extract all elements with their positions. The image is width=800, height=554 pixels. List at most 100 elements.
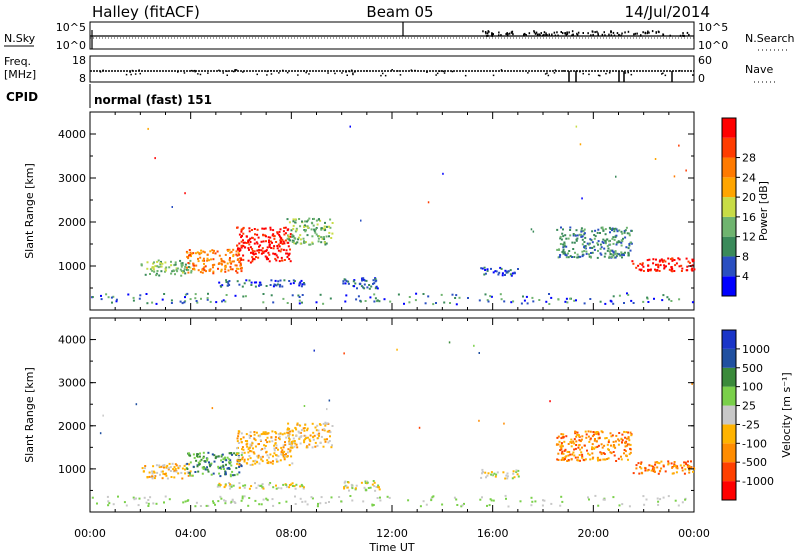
time-tick-label: 16:00 [477, 527, 509, 540]
cpid-label: CPID [6, 90, 38, 104]
nave-label: Nave [745, 63, 773, 76]
time-tick-label: 08:00 [275, 527, 307, 540]
colorbar-swatch [722, 256, 736, 277]
freq-label-top: Freq. [4, 55, 31, 68]
colorbar-tick-label: 100 [742, 381, 763, 394]
power-data-layer [91, 125, 696, 306]
freq-label-bottom: [MHz] [4, 68, 36, 81]
velocity-y-ticks: 1000 2000 3000 4000 [58, 334, 694, 491]
power-colorbar: 4 8 12 16 20 24 28 [721, 117, 756, 297]
freq-specks [99, 69, 694, 77]
colorbar-tick-label: 16 [742, 211, 756, 224]
colorbar-tick-label: -100 [742, 437, 767, 450]
y-tick-label: 1000 [58, 260, 86, 273]
colorbar-swatch [722, 386, 736, 406]
freq-right-tick-top: 60 [698, 54, 712, 67]
echo-region-1 [185, 451, 243, 478]
colorbar-tick-label: 28 [742, 152, 756, 165]
noise-right-tick-bottom: 10^0 [698, 39, 728, 52]
echo-region-0 [141, 462, 193, 480]
colorbar-swatch [722, 157, 736, 178]
echo-region-4 [218, 279, 306, 288]
colorbar-tick-label: 1000 [742, 343, 770, 356]
velocity-ylabel: Slant Range [km] [23, 367, 36, 463]
colorbar-swatch [722, 330, 736, 349]
colorbar-swatch [722, 118, 736, 138]
colorbar-swatch [722, 481, 736, 500]
echo-region-2 [236, 226, 292, 264]
colorbar-swatch [722, 236, 736, 257]
colorbar-tick-label: 24 [742, 171, 756, 184]
echo-region-0 [140, 259, 193, 277]
noise-sky-label: N.Sky [4, 32, 36, 45]
power-ylabel: Slant Range [km] [23, 163, 36, 259]
velocity-x-ticks [89, 318, 695, 512]
colorbar-tick-label: 8 [742, 250, 749, 263]
time-axis-label: Time UT [368, 541, 414, 554]
velocity-colorbar-label: Velocity [m s⁻¹] [780, 372, 793, 457]
colorbar-swatch [722, 462, 736, 482]
beam-title: Beam 05 [366, 3, 433, 21]
time-tick-label: 00:00 [74, 527, 106, 540]
y-tick-label: 4000 [58, 128, 86, 141]
cpid-program: normal (fast) 151 [94, 93, 212, 107]
echo-region-7 [556, 226, 633, 259]
y-tick-label: 1000 [58, 463, 86, 476]
colorbar-tick-label: 25 [742, 400, 756, 413]
colorbar-tick-label: 20 [742, 191, 756, 204]
colorbar-tick-label: 12 [742, 231, 756, 244]
freq-left-tick-bottom: 8 [79, 72, 86, 85]
colorbar-swatch [722, 348, 736, 368]
colorbar-swatch [722, 197, 736, 217]
colorbar-swatch [722, 443, 736, 463]
colorbar-swatch [722, 367, 736, 387]
radar-title: Halley (fitACF) [92, 3, 200, 21]
y-tick-label: 2000 [58, 420, 86, 433]
echo-region-7 [555, 430, 633, 462]
noise-left-tick-bottom: 10^0 [56, 39, 86, 52]
echo-region-4 [216, 482, 305, 490]
noise-specks [482, 30, 690, 37]
near-range-scatter [91, 341, 693, 508]
time-tick-label: 12:00 [376, 527, 408, 540]
colorbar-swatch [722, 276, 736, 296]
colorbar-tick-label: -500 [742, 456, 767, 469]
colorbar-swatch [722, 424, 736, 444]
echo-region-1 [185, 248, 243, 275]
colorbar-tick-label: 500 [742, 362, 763, 375]
echo-region-6 [480, 266, 519, 277]
velocity-data-layer [91, 341, 696, 508]
y-tick-label: 2000 [58, 216, 86, 229]
colorbar-tick-label: 4 [742, 270, 749, 283]
freq-right-tick-bottom: 0 [698, 72, 705, 85]
echo-region-8 [631, 257, 696, 273]
time-tick-label: 20:00 [577, 527, 609, 540]
power-y-ticks: 1000 2000 3000 4000 [58, 128, 694, 289]
freq-left-tick-top: 18 [72, 54, 86, 67]
velocity-colorbar: -1000 -500 -100 -25 25 100 500 1000 [721, 329, 774, 501]
power-panel-frame [89, 111, 695, 311]
noise-right-tick-top: 10^5 [698, 21, 728, 34]
power-x-ticks [89, 112, 695, 310]
time-tick-label: 04:00 [175, 527, 207, 540]
y-tick-label: 3000 [58, 377, 86, 390]
echo-region-2 [236, 430, 294, 467]
echo-region-3 [286, 217, 334, 246]
echo-region-5 [342, 277, 379, 290]
near-range-scatter [91, 125, 694, 306]
echo-region-6 [480, 468, 520, 480]
colorbar-swatch [722, 405, 736, 425]
velocity-panel-frame [89, 317, 695, 513]
noise-left-tick-top: 10^5 [56, 21, 86, 34]
y-tick-label: 3000 [58, 172, 86, 185]
colorbar-tick-label: -1000 [742, 475, 774, 488]
date-title: 14/Jul/2014 [625, 3, 710, 21]
echo-region-5 [343, 480, 381, 492]
colorbar-tick-label: -25 [742, 418, 760, 431]
freq-panel-frame [89, 55, 695, 83]
colorbar-swatch [722, 216, 736, 237]
y-tick-label: 4000 [58, 334, 86, 347]
colorbar-swatch [722, 137, 736, 158]
time-tick-label: 00:00 [678, 527, 710, 540]
